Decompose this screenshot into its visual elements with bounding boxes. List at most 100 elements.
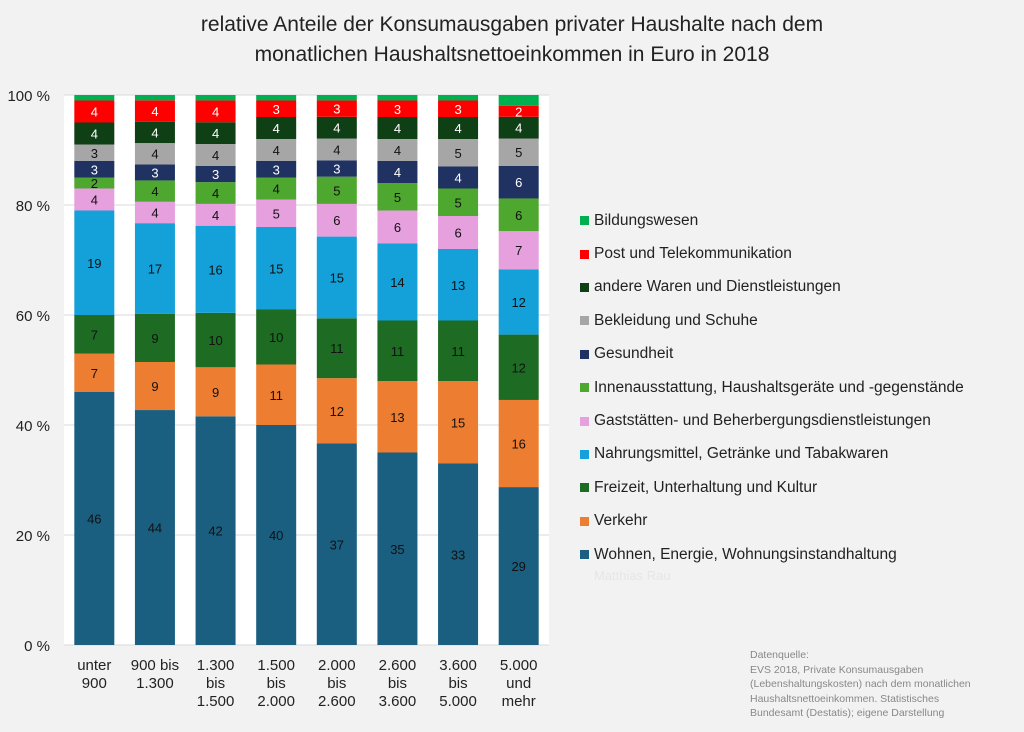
data-label: 5: [454, 146, 461, 161]
legend-label: Bildungswesen: [594, 211, 699, 229]
bar-segment: [377, 117, 418, 139]
data-label: 6: [394, 220, 401, 235]
x-tick-label: 1.500: [197, 693, 235, 710]
legend-swatch: [580, 416, 589, 426]
x-tick-label: 1.500: [257, 657, 295, 674]
bar-segment: [256, 139, 297, 161]
bar-segment: [195, 312, 236, 368]
legend-item: Gaststätten- und Beherbergungsdienstleis…: [580, 404, 964, 437]
legend-swatch: [580, 316, 589, 326]
bar-segment: [134, 313, 175, 362]
bar-segment: [498, 116, 539, 139]
bar-segment: [195, 100, 236, 123]
data-label: 5: [273, 206, 280, 221]
data-label: 4: [333, 121, 340, 136]
x-tick-label: bis: [388, 675, 407, 692]
data-label: 4: [273, 182, 280, 197]
legend-label: Nahrungsmittel, Getränke und Tabakwaren: [594, 445, 889, 463]
bar-segment: [498, 231, 539, 270]
data-label: 10: [208, 333, 222, 348]
source-line: (Lebenshaltungskosten) nach dem monatlic…: [750, 678, 971, 690]
bar-segment: [74, 210, 115, 315]
x-tick-label: 5.000: [500, 657, 538, 674]
bar-segment: [498, 269, 539, 335]
bar-segment: [195, 225, 236, 313]
data-label: 5: [394, 190, 401, 205]
data-label: 4: [212, 148, 219, 163]
data-label: 12: [511, 295, 525, 310]
bar-segment: [377, 100, 418, 117]
bar-segment: [498, 138, 539, 166]
x-tick-label: bis: [448, 675, 467, 692]
bar-segment: [74, 353, 115, 392]
data-label: 7: [515, 243, 522, 258]
bar-segment: [134, 164, 175, 181]
source-line: Datenquelle:: [750, 649, 809, 661]
data-label: 3: [394, 102, 401, 117]
bar-segment: [438, 216, 479, 249]
data-label: 2: [91, 176, 98, 191]
chart-title-line: relative Anteile der Konsumausgaben priv…: [200, 13, 824, 36]
legend-swatch: [580, 249, 589, 259]
data-label: 4: [91, 193, 98, 208]
legend-swatch: [580, 483, 589, 493]
bar-segment: [438, 139, 479, 167]
bar-segment: [74, 177, 115, 189]
bar-segment: [498, 334, 539, 400]
data-label: 16: [208, 262, 222, 277]
data-label: 19: [87, 256, 101, 271]
y-tick-label: 20 %: [16, 528, 50, 545]
data-label: 3: [273, 162, 280, 177]
legend-item: Verkehr: [580, 505, 964, 538]
x-tick-label: 900: [82, 675, 107, 692]
source-line: EVS 2018, Private Konsumausgaben: [750, 663, 924, 676]
bar-segment: [438, 463, 479, 645]
bar-segment: [134, 361, 175, 411]
data-label: 11: [330, 341, 344, 356]
data-label: 17: [148, 262, 162, 277]
data-label: 3: [454, 102, 461, 117]
legend-swatch: [580, 449, 589, 459]
data-label: 10: [269, 330, 283, 345]
x-tick-label: bis: [206, 675, 225, 692]
bar-segment: [316, 95, 357, 101]
bar-segment: [377, 452, 418, 645]
data-label: 13: [451, 278, 465, 293]
legend-item: Innenausstattung, Haushaltsgeräte und -g…: [580, 371, 964, 404]
bar-segment: [316, 318, 357, 379]
x-tick-label: 2.600: [379, 657, 417, 674]
data-label: 5: [515, 145, 522, 160]
data-label: 6: [333, 213, 340, 228]
bar-segment: [134, 95, 175, 101]
legend-label: Post und Telekommunikation: [594, 245, 792, 263]
bar-segment: [316, 100, 357, 117]
legend-item: Wohnen, Energie, Wohnungsinstandhaltung: [580, 538, 964, 571]
data-label: 12: [330, 404, 344, 419]
data-label: 4: [394, 143, 401, 158]
data-label: 4: [91, 105, 98, 120]
bar-segment: [316, 176, 357, 204]
bar-segment: [498, 105, 539, 117]
x-tick-label: 2.000: [318, 657, 356, 674]
bar-segment: [438, 100, 479, 117]
legend-swatch: [580, 516, 589, 526]
data-label: 6: [515, 208, 522, 223]
data-label: 42: [208, 524, 222, 539]
data-label: 4: [212, 104, 219, 119]
bar-segment: [316, 236, 357, 319]
bar-segment: [377, 243, 418, 321]
bar-segment: [498, 165, 539, 199]
legend-swatch: [580, 349, 589, 359]
bar-segment: [498, 399, 539, 488]
bar-segment: [134, 121, 175, 144]
y-tick-label: 60 %: [16, 308, 50, 325]
bar-segment: [256, 227, 297, 310]
bar-segment: [195, 144, 236, 166]
bar-segment: [438, 320, 479, 381]
data-label: 3: [151, 165, 158, 180]
bar-segment: [134, 223, 175, 314]
data-label: 4: [454, 171, 461, 186]
y-tick-label: 0 %: [24, 638, 50, 655]
data-label: 9: [212, 385, 219, 400]
bar-segment: [256, 95, 297, 101]
